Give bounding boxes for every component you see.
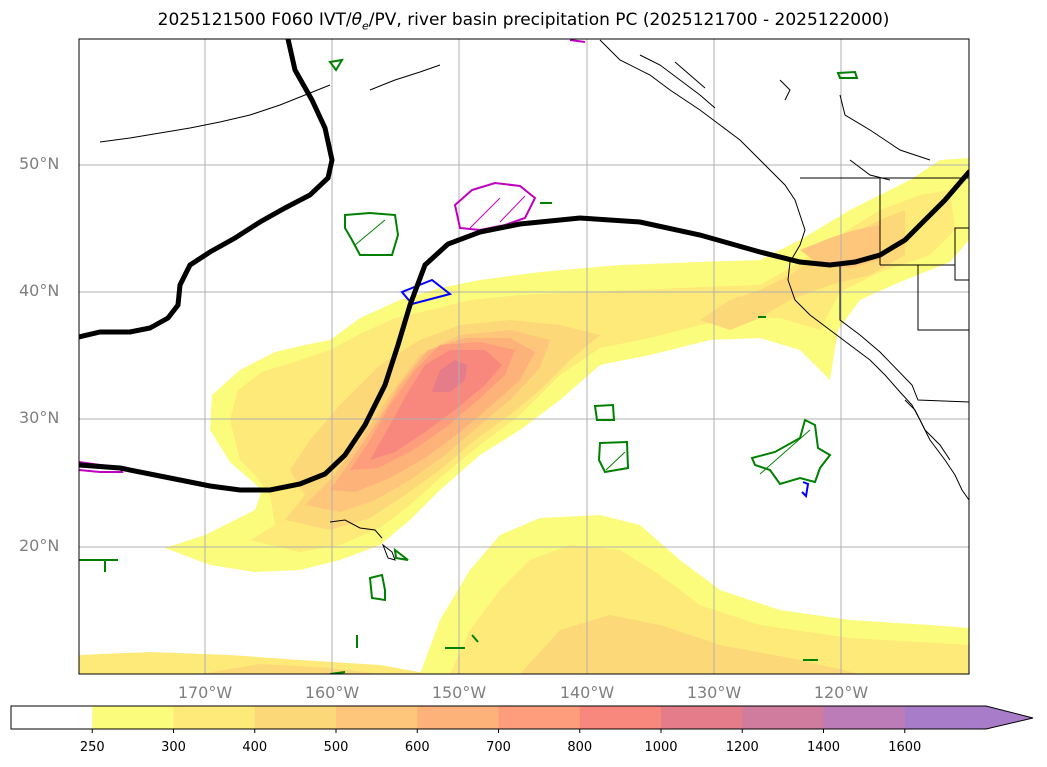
colorbar-cell (254, 706, 337, 729)
colorbar-cell (417, 706, 499, 729)
ivt-plume-south (79, 515, 969, 674)
lon-label-160w: 160°W (304, 683, 360, 702)
colorbar-label: 700 (486, 740, 511, 755)
lat-label-30n: 30°N (19, 408, 60, 427)
colorbar-label: 400 (242, 740, 268, 755)
colorbar-cell (336, 706, 418, 729)
colorbar-cell (579, 706, 662, 729)
ivt-plume-main (165, 158, 969, 572)
contour-green (79, 58, 859, 674)
colorbar-label: 500 (323, 740, 349, 755)
colorbar-label: 1000 (644, 740, 678, 755)
colorbar-cell (498, 706, 581, 729)
colorbar-label: 800 (567, 740, 593, 755)
lon-label-130w: 130°W (686, 683, 742, 702)
map-title: 2025121500 F060 IVT/θe/PV, river basin p… (157, 10, 890, 33)
graticule (79, 39, 969, 674)
lat-label-20n: 20°N (19, 536, 60, 555)
colorbar-label: 1600 (888, 740, 922, 755)
lat-label-50n: 50°N (19, 154, 60, 173)
colorbar-cell (11, 706, 93, 729)
colorbar-cell (92, 706, 174, 729)
colorbar-extend-arrow (986, 706, 1033, 729)
map-plot-area (79, 39, 969, 674)
colorbar-label: 1400 (806, 740, 841, 755)
lon-label-150w: 150°W (431, 683, 487, 702)
colorbar-cell (742, 706, 824, 729)
lon-label-170w: 170°W (177, 683, 233, 702)
colorbar (10, 705, 1034, 733)
colorbar-outline (10, 705, 1034, 730)
colorbar-label: 600 (404, 740, 430, 755)
contour-blue (400, 278, 810, 499)
colorbar-label: 250 (79, 740, 105, 755)
colorbar-label: 300 (161, 740, 186, 755)
lat-label-40n: 40°N (19, 281, 60, 300)
colorbar-label: 1200 (725, 740, 759, 755)
lon-label-140w: 140°W (559, 683, 615, 702)
colorbar-cell (661, 706, 743, 729)
lon-label-120w: 120°W (813, 683, 869, 702)
colorbar-cell (823, 706, 906, 729)
pv-contour (79, 39, 969, 493)
colorbar-cell (173, 706, 256, 729)
map-frame (78, 38, 970, 675)
colorbar-cell (904, 706, 987, 729)
